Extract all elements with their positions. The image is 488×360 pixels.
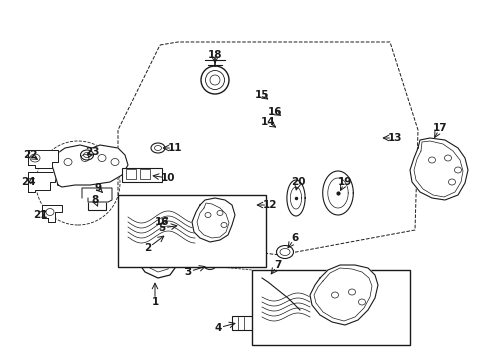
- Bar: [251, 270, 409, 345]
- Bar: [126, 169, 136, 179]
- Text: 2: 2: [144, 243, 151, 253]
- Polygon shape: [309, 265, 377, 325]
- Bar: [160, 228, 220, 248]
- Bar: [140, 169, 150, 179]
- Text: 15: 15: [254, 90, 269, 100]
- Text: 11: 11: [167, 143, 182, 153]
- Polygon shape: [286, 180, 305, 216]
- Ellipse shape: [81, 150, 93, 160]
- Text: 21: 21: [33, 210, 47, 220]
- Text: 1: 1: [151, 297, 158, 307]
- Text: 16: 16: [267, 107, 282, 117]
- Text: 4: 4: [214, 323, 221, 333]
- Text: 24: 24: [20, 177, 35, 187]
- Text: 22: 22: [23, 150, 37, 160]
- Text: 6: 6: [291, 233, 298, 243]
- Text: 12: 12: [262, 200, 277, 210]
- Ellipse shape: [261, 271, 278, 284]
- Polygon shape: [28, 172, 55, 192]
- Ellipse shape: [276, 246, 293, 258]
- Ellipse shape: [151, 143, 164, 153]
- Text: 16: 16: [154, 217, 169, 227]
- Text: 20: 20: [290, 177, 305, 187]
- Polygon shape: [409, 138, 467, 200]
- Polygon shape: [322, 171, 352, 215]
- Polygon shape: [28, 150, 58, 168]
- Polygon shape: [192, 198, 235, 242]
- Text: 23: 23: [84, 147, 99, 157]
- Polygon shape: [52, 145, 128, 187]
- Bar: [88, 192, 106, 210]
- Polygon shape: [42, 205, 62, 222]
- Text: 10: 10: [161, 173, 175, 183]
- Text: 9: 9: [94, 183, 102, 193]
- Polygon shape: [82, 188, 112, 202]
- Ellipse shape: [203, 261, 216, 270]
- Ellipse shape: [201, 66, 228, 94]
- Bar: [122, 168, 162, 182]
- Bar: [231, 316, 253, 330]
- Text: 17: 17: [432, 123, 447, 133]
- Text: 14: 14: [260, 117, 275, 127]
- Polygon shape: [138, 252, 175, 278]
- Text: 13: 13: [387, 133, 402, 143]
- Text: 19: 19: [337, 177, 351, 187]
- Text: 5: 5: [158, 223, 165, 233]
- Bar: [118, 195, 265, 267]
- Text: 18: 18: [207, 50, 222, 60]
- Text: 7: 7: [274, 260, 281, 270]
- Text: 8: 8: [91, 195, 99, 205]
- Ellipse shape: [176, 223, 189, 233]
- Text: 3: 3: [184, 267, 191, 277]
